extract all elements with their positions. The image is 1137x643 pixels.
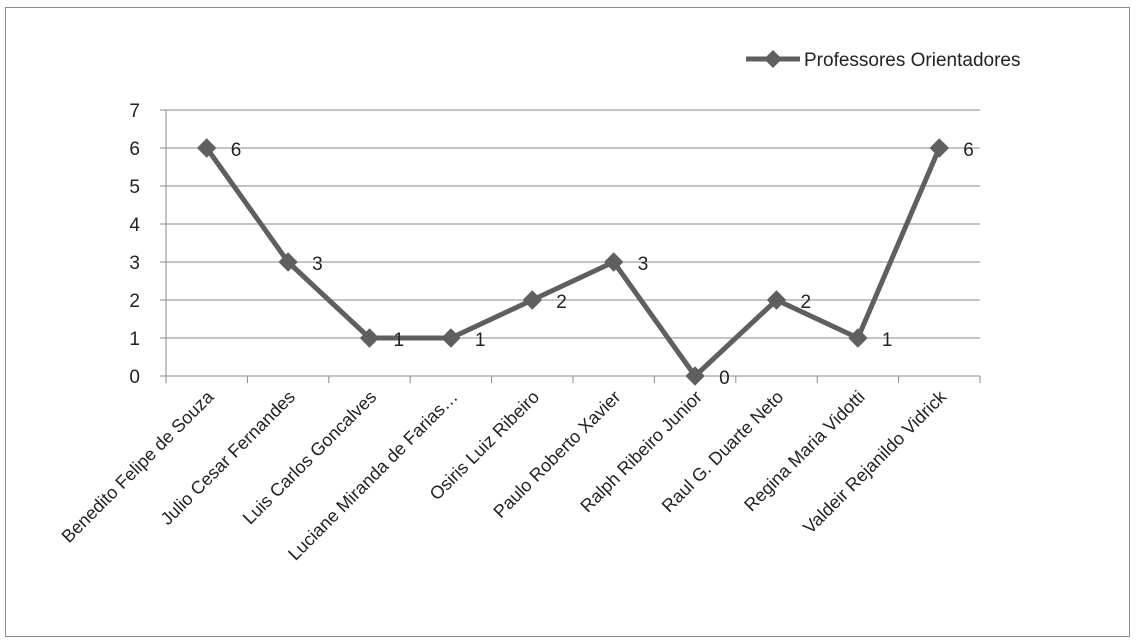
data-label: 6 (231, 140, 242, 161)
legend: Professores Orientadores (746, 50, 1021, 71)
data-label: 1 (882, 330, 893, 351)
legend-marker (764, 50, 782, 68)
data-label: 1 (394, 330, 405, 351)
y-tick-label: 3 (129, 253, 140, 274)
y-tick-label: 0 (129, 367, 140, 388)
data-label: 2 (556, 292, 567, 313)
y-tick-label: 1 (129, 329, 140, 350)
x-tick-label: Julio Cesar Fernandes (157, 387, 299, 529)
data-point-marker (278, 252, 298, 272)
series-group (196, 138, 950, 386)
y-tick-label: 6 (129, 139, 140, 160)
data-point-marker (196, 138, 217, 158)
chart-frame (5, 7, 1130, 637)
x-tick-label: Luis Carlos Goncalves (239, 387, 380, 528)
x-tick-label: Luciane Miranda de Farias… (284, 387, 462, 565)
y-axis-tick-labels: 0 1 2 3 4 5 6 7 (129, 101, 140, 388)
data-point-marker (359, 328, 380, 348)
data-labels: 6 3 1 1 2 3 0 2 1 6 (231, 140, 974, 389)
data-point-marker (522, 290, 543, 310)
x-tick-label: Benedito Felipe de Souza (58, 386, 219, 547)
data-label: 3 (312, 254, 323, 275)
data-point-marker (766, 290, 787, 310)
axes (160, 109, 981, 383)
data-label: 2 (801, 292, 812, 313)
data-label: 0 (719, 368, 730, 389)
y-tick-label: 2 (129, 291, 140, 312)
series-line-professores-orientadores (204, 146, 942, 379)
data-point-marker (929, 138, 950, 158)
data-label: 6 (963, 140, 974, 161)
gridlines (166, 109, 980, 339)
data-label: 3 (638, 254, 649, 275)
y-tick-label: 4 (129, 215, 140, 236)
y-tick-label: 5 (129, 177, 140, 198)
data-point-marker (441, 328, 461, 348)
data-point-marker (603, 252, 624, 272)
x-tick-label: Valdeir Rejanildo Vidrick (799, 386, 951, 538)
legend-label: Professores Orientadores (804, 50, 1021, 71)
data-point-marker (848, 328, 868, 348)
data-label: 1 (475, 330, 486, 351)
y-tick-label: 7 (129, 101, 140, 122)
data-point-marker (685, 366, 705, 386)
